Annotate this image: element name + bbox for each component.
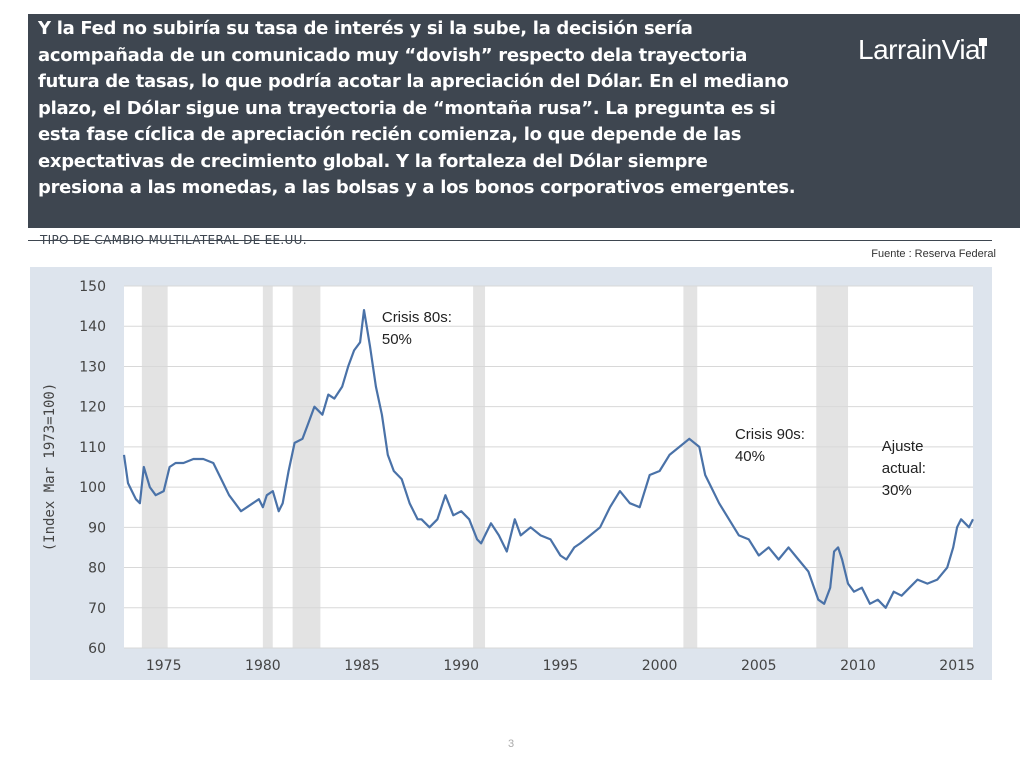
recession-band [683, 286, 698, 648]
recession-band [141, 286, 168, 648]
exchange-rate-chart: 60 70 80 90 100 110 120 130 140 150 1975 1980 1985 19… [42, 279, 975, 674]
x-tick-label: 1985 [344, 658, 380, 674]
y-tick-label: 100 [79, 480, 106, 496]
larrainvial-logo: LarrainVial [858, 34, 986, 65]
y-axis-label: (Index Mar 1973=100) [42, 383, 58, 552]
y-tick-label: 90 [88, 520, 106, 536]
y-tick-label: 60 [88, 641, 106, 657]
page-number: 3 [508, 738, 515, 750]
x-tick-label: 1980 [245, 658, 281, 674]
chart-annotation: Ajuste actual: 30% [882, 438, 926, 499]
x-tick-label: 1990 [443, 658, 479, 674]
y-tick-label: 110 [79, 440, 106, 456]
recession-band [473, 286, 486, 648]
x-tick-label: 2010 [840, 658, 876, 674]
x-tick-label: 2015 [939, 658, 975, 674]
y-tick-label: 130 [79, 359, 106, 375]
y-tick-label: 70 [88, 601, 106, 617]
x-tick-label: 2005 [741, 658, 777, 674]
x-tick-label: 1975 [146, 658, 182, 674]
x-tick-label: 1995 [543, 658, 579, 674]
section-divider [28, 240, 992, 241]
logo-square-icon [979, 38, 987, 46]
recession-band [292, 286, 321, 648]
header-banner [28, 14, 1020, 228]
recession-band [262, 286, 273, 648]
chart-annotation: Crisis 80s: 50% [382, 309, 452, 348]
y-tick-label: 120 [79, 400, 106, 416]
source-note: Fuente : Reserva Federal [871, 248, 996, 260]
y-tick-label: 140 [79, 319, 106, 335]
recession-band [816, 286, 849, 648]
x-tick-label: 2000 [642, 658, 678, 674]
y-tick-label: 150 [79, 279, 106, 295]
y-tick-label: 80 [88, 561, 106, 577]
header-text: Y la Fed no subiría su tasa de interés y… [38, 18, 796, 198]
chart-annotation: Crisis 90s: 40% [735, 426, 805, 465]
chart-panel: 60 70 80 90 100 110 120 130 140 150 1975 1980 1985 19… [30, 267, 992, 680]
series-line [122, 309, 974, 609]
